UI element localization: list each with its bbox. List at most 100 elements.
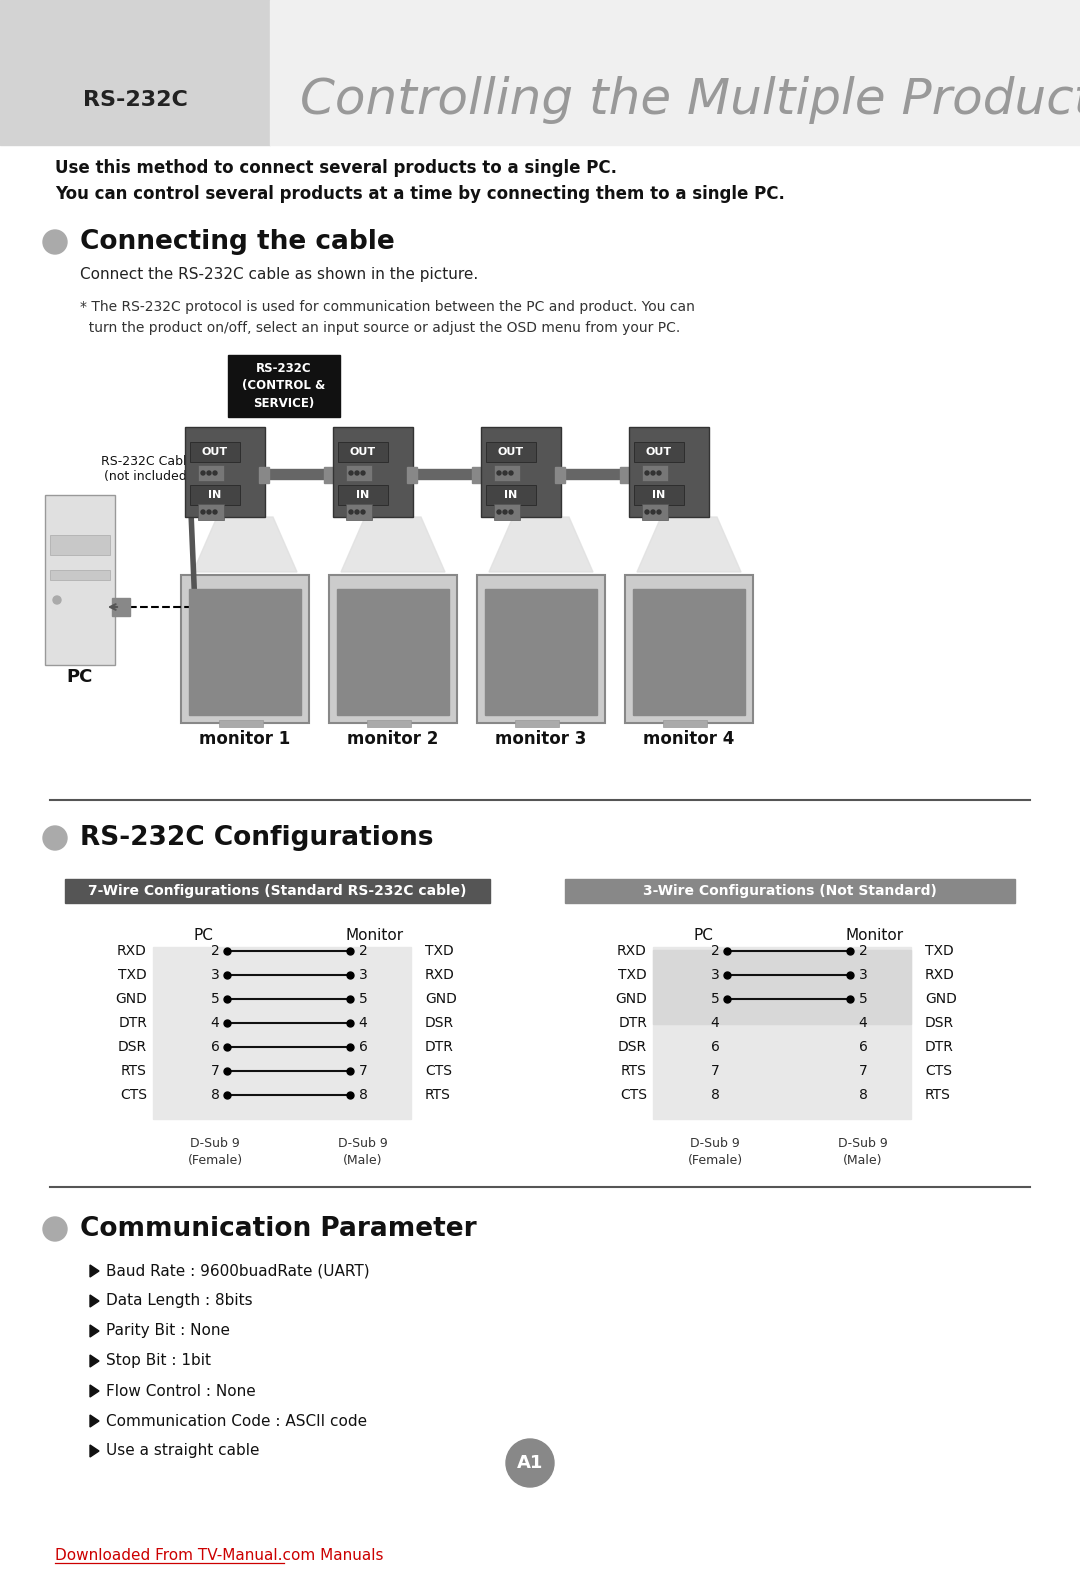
Text: 3: 3 bbox=[859, 968, 867, 982]
Text: 8: 8 bbox=[711, 1089, 719, 1101]
Text: DSR: DSR bbox=[426, 1016, 454, 1030]
Ellipse shape bbox=[43, 230, 67, 254]
Polygon shape bbox=[90, 1295, 99, 1308]
Ellipse shape bbox=[361, 509, 365, 514]
Text: DTR: DTR bbox=[924, 1039, 954, 1054]
Text: 7: 7 bbox=[711, 1063, 719, 1078]
Text: CTS: CTS bbox=[426, 1063, 453, 1078]
FancyBboxPatch shape bbox=[472, 467, 482, 482]
Polygon shape bbox=[90, 1385, 99, 1397]
Bar bbox=[481, 427, 561, 517]
Bar bbox=[653, 947, 912, 1119]
Text: Baud Rate : 9600buadRate (UART): Baud Rate : 9600buadRate (UART) bbox=[106, 1263, 369, 1279]
Text: Stop Bit : 1bit: Stop Bit : 1bit bbox=[106, 1354, 211, 1368]
Bar bbox=[653, 951, 912, 1024]
Text: OUT: OUT bbox=[646, 448, 672, 457]
FancyBboxPatch shape bbox=[555, 467, 565, 482]
Text: GND: GND bbox=[616, 992, 647, 1006]
Text: CTS: CTS bbox=[120, 1089, 147, 1101]
Text: Communication Parameter: Communication Parameter bbox=[80, 1216, 476, 1243]
FancyBboxPatch shape bbox=[228, 355, 340, 417]
Text: PC: PC bbox=[67, 668, 93, 686]
Text: Monitor: Monitor bbox=[346, 927, 404, 943]
Text: 8: 8 bbox=[359, 1089, 367, 1101]
Bar bbox=[367, 720, 411, 727]
Text: A1: A1 bbox=[517, 1454, 543, 1473]
Text: D-Sub 9
(Female): D-Sub 9 (Female) bbox=[188, 1136, 243, 1166]
Ellipse shape bbox=[657, 509, 661, 514]
Text: 4: 4 bbox=[359, 1016, 367, 1030]
Text: TXD: TXD bbox=[118, 968, 147, 982]
Text: Flow Control : None: Flow Control : None bbox=[106, 1384, 256, 1398]
Bar bbox=[634, 486, 684, 505]
Bar bbox=[565, 879, 1015, 903]
Text: IN: IN bbox=[504, 490, 517, 500]
Bar bbox=[198, 465, 224, 481]
FancyBboxPatch shape bbox=[112, 598, 130, 616]
Text: 2: 2 bbox=[859, 944, 867, 959]
Bar bbox=[411, 470, 483, 479]
Text: Connect the RS-232C cable as shown in the picture.: Connect the RS-232C cable as shown in th… bbox=[80, 268, 478, 282]
Ellipse shape bbox=[509, 509, 513, 514]
Bar bbox=[494, 465, 519, 481]
Bar bbox=[198, 505, 224, 521]
Text: 4: 4 bbox=[711, 1016, 719, 1030]
Bar bbox=[633, 589, 745, 716]
Text: GND: GND bbox=[426, 992, 457, 1006]
Text: Connecting the cable: Connecting the cable bbox=[80, 229, 395, 256]
Bar bbox=[477, 574, 605, 724]
Polygon shape bbox=[90, 1446, 99, 1457]
Text: Data Length : 8bits: Data Length : 8bits bbox=[106, 1293, 253, 1309]
Text: 7: 7 bbox=[211, 1063, 219, 1078]
Bar bbox=[629, 427, 708, 517]
Text: IN: IN bbox=[208, 490, 221, 500]
Bar bbox=[625, 574, 753, 724]
Bar bbox=[559, 470, 631, 479]
Ellipse shape bbox=[207, 471, 211, 475]
Text: 8: 8 bbox=[859, 1089, 867, 1101]
FancyBboxPatch shape bbox=[324, 467, 334, 482]
Text: You can control several products at a time by connecting them to a single PC.: You can control several products at a ti… bbox=[55, 186, 785, 203]
Text: IN: IN bbox=[356, 490, 369, 500]
Text: 4: 4 bbox=[211, 1016, 219, 1030]
Bar bbox=[190, 443, 240, 462]
Bar bbox=[219, 720, 264, 727]
Ellipse shape bbox=[213, 509, 217, 514]
Ellipse shape bbox=[509, 471, 513, 475]
Ellipse shape bbox=[349, 509, 353, 514]
FancyBboxPatch shape bbox=[620, 467, 630, 482]
Bar bbox=[270, 0, 1080, 144]
Bar bbox=[45, 495, 114, 665]
Text: monitor 3: monitor 3 bbox=[496, 730, 586, 747]
Text: D-Sub 9
(Female): D-Sub 9 (Female) bbox=[688, 1136, 743, 1166]
Text: RS-232C Cable
(not included): RS-232C Cable (not included) bbox=[102, 455, 194, 482]
Bar bbox=[65, 879, 490, 903]
Text: 6: 6 bbox=[711, 1039, 719, 1054]
Bar bbox=[515, 720, 559, 727]
Text: * The RS-232C protocol is used for communication between the PC and product. You: * The RS-232C protocol is used for commu… bbox=[80, 300, 694, 335]
Text: GND: GND bbox=[924, 992, 957, 1006]
Ellipse shape bbox=[497, 471, 501, 475]
Bar bbox=[329, 574, 457, 724]
Bar bbox=[181, 574, 309, 724]
Text: 7: 7 bbox=[859, 1063, 867, 1078]
Text: D-Sub 9
(Male): D-Sub 9 (Male) bbox=[838, 1136, 888, 1166]
Text: monitor 4: monitor 4 bbox=[644, 730, 734, 747]
Bar bbox=[485, 589, 597, 716]
Ellipse shape bbox=[201, 509, 205, 514]
Text: DSR: DSR bbox=[618, 1039, 647, 1054]
Text: 7: 7 bbox=[359, 1063, 367, 1078]
Ellipse shape bbox=[361, 471, 365, 475]
Text: 5: 5 bbox=[211, 992, 219, 1006]
Bar bbox=[486, 443, 536, 462]
Text: RTS: RTS bbox=[121, 1063, 147, 1078]
Text: RS-232C: RS-232C bbox=[82, 90, 188, 110]
Bar bbox=[346, 505, 372, 521]
Bar bbox=[494, 505, 519, 521]
Text: 2: 2 bbox=[211, 944, 219, 959]
Text: CTS: CTS bbox=[620, 1089, 647, 1101]
Text: 7-Wire Configurations (Standard RS-232C cable): 7-Wire Configurations (Standard RS-232C … bbox=[87, 884, 467, 898]
Text: 5: 5 bbox=[859, 992, 867, 1006]
Ellipse shape bbox=[503, 509, 507, 514]
Text: Use a straight cable: Use a straight cable bbox=[106, 1444, 259, 1458]
